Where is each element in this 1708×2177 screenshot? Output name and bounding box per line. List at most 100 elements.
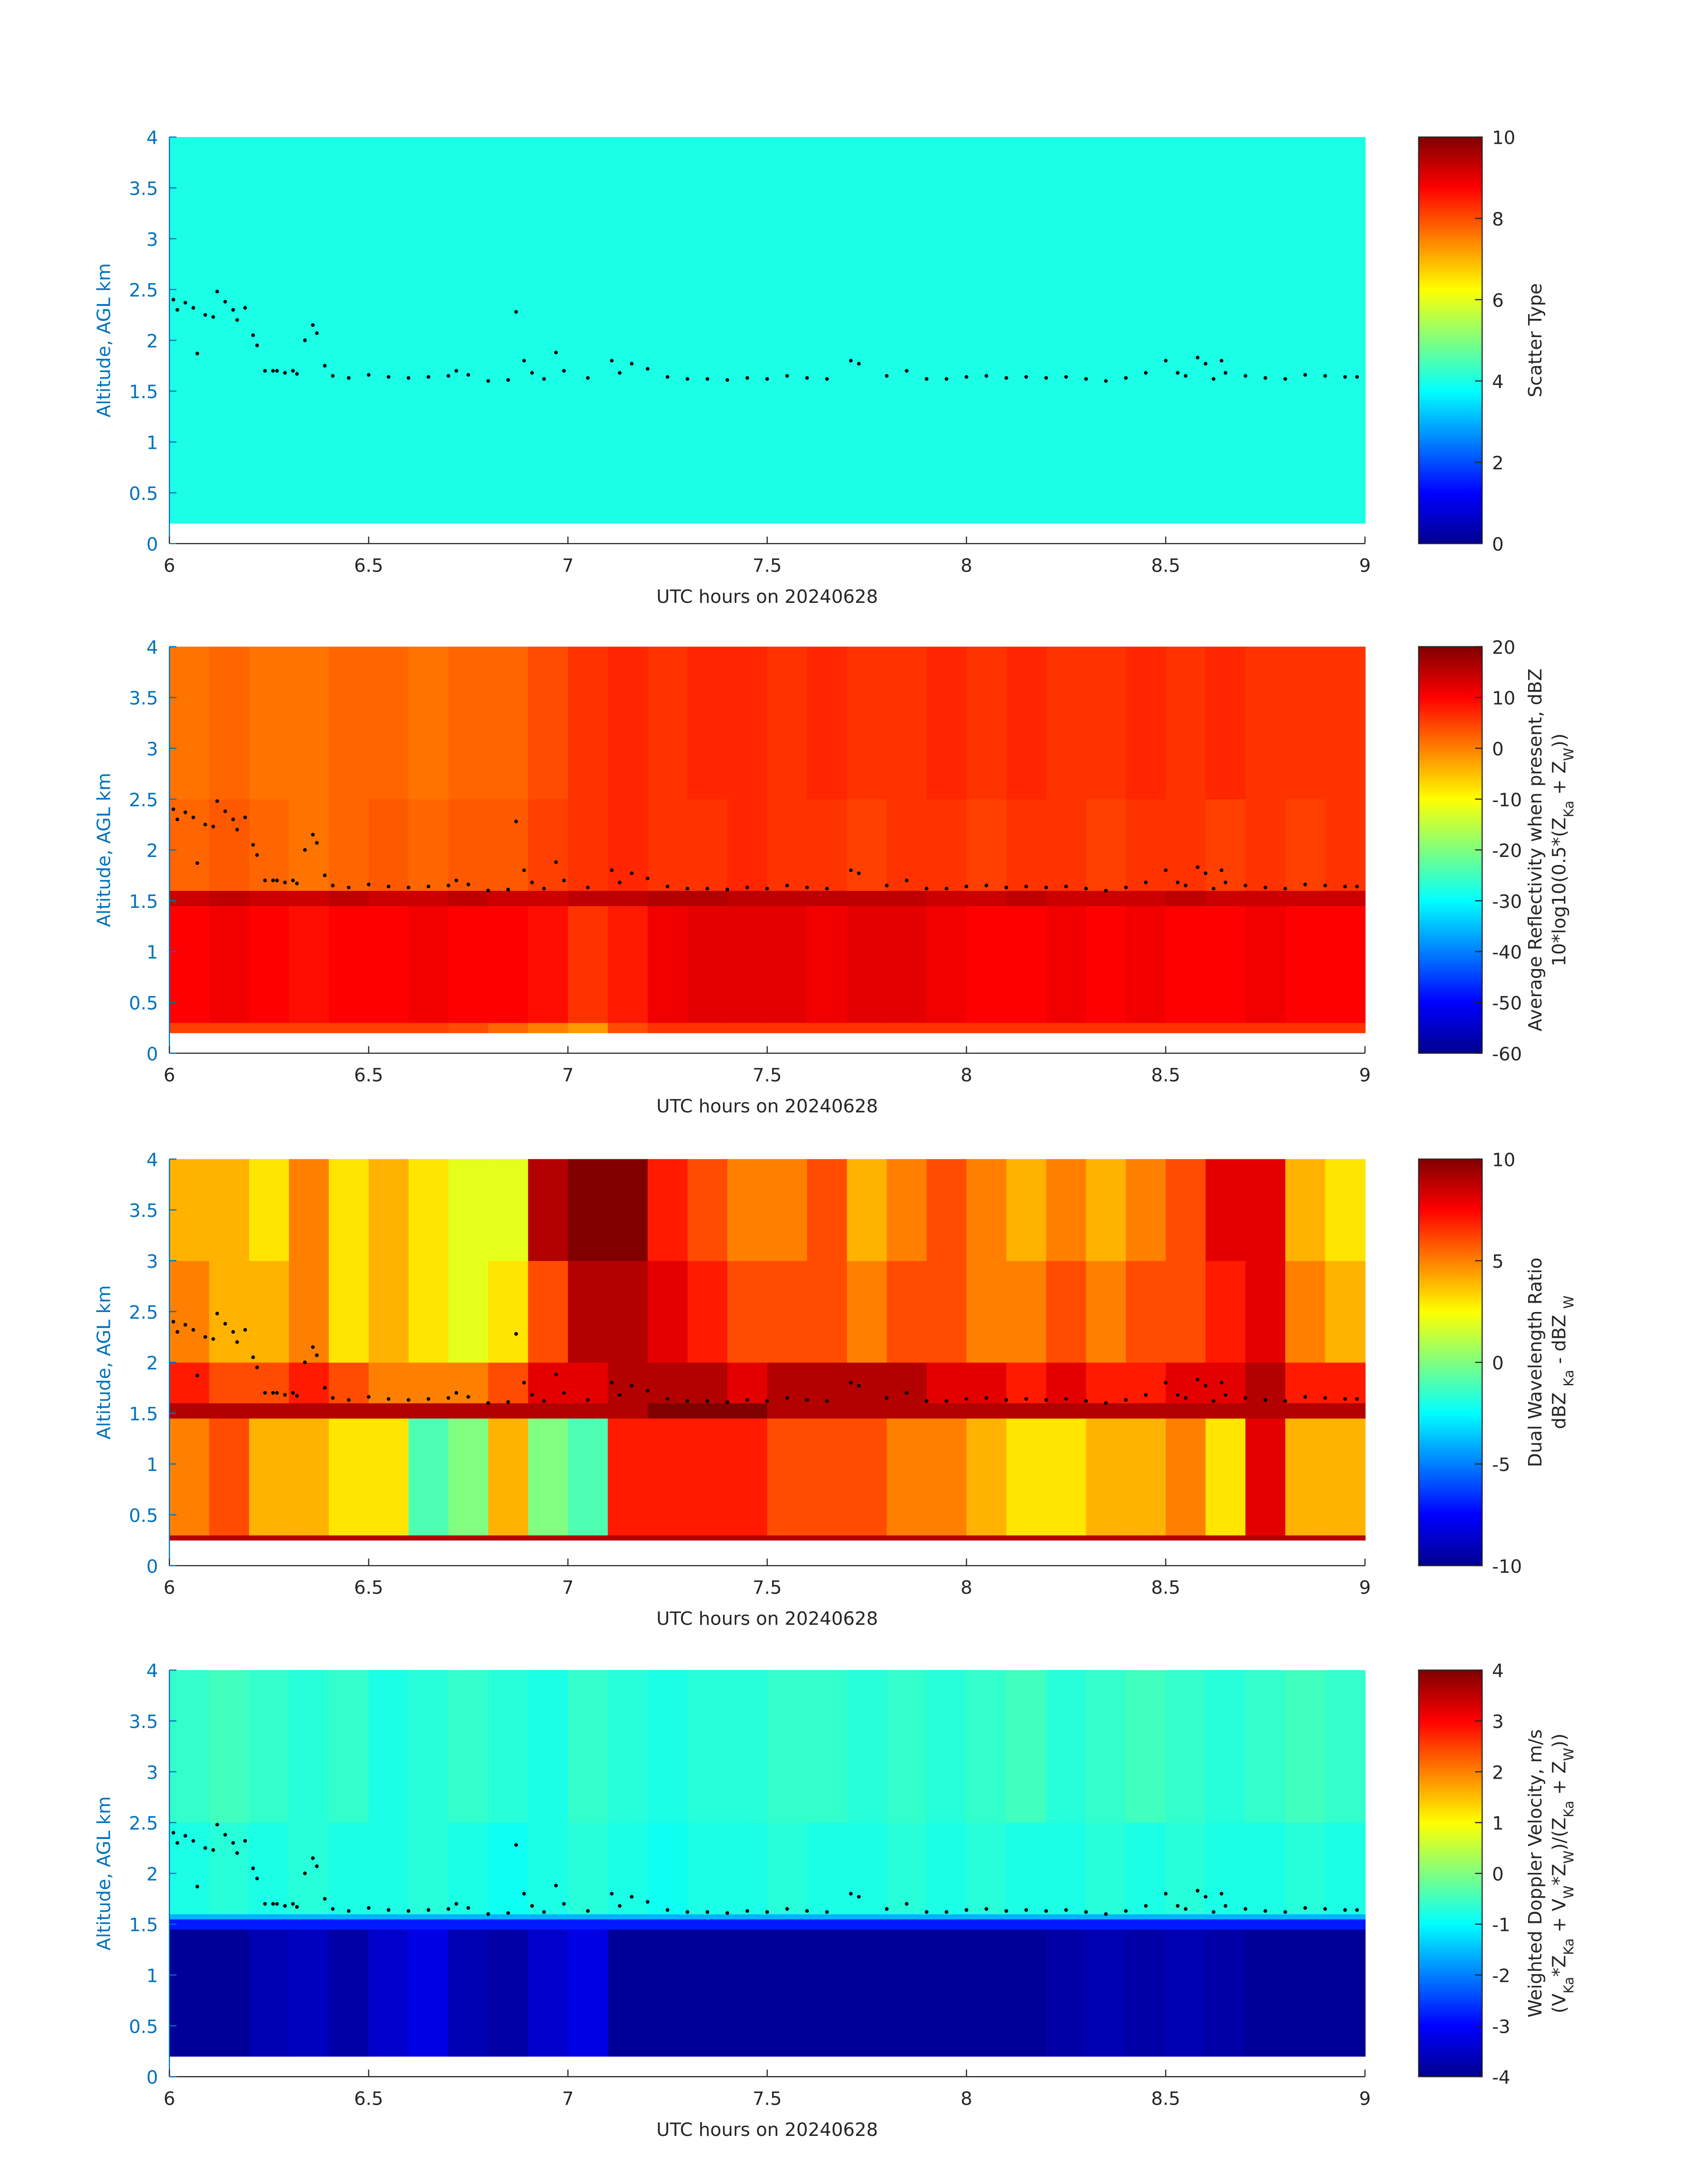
cloud-base-point (426, 375, 430, 379)
heatmap-cell (647, 1023, 688, 1033)
heatmap-cell (1245, 1929, 1286, 2057)
heatmap-cell (448, 647, 489, 800)
heatmap-cell (1046, 890, 1087, 907)
heatmap-cell (368, 890, 409, 907)
y-tick-label: 3 (146, 1251, 158, 1272)
heatmap-cell (448, 799, 489, 891)
heatmap-cell (647, 1403, 688, 1419)
cloud-base-point (291, 1902, 295, 1906)
heatmap-cell (886, 1261, 927, 1363)
cloud-base-point (706, 377, 710, 381)
cloud-base-point (486, 889, 490, 893)
cloud-base-point (646, 367, 650, 371)
y-tick-label: 0.5 (129, 483, 158, 504)
cloud-base-point (1044, 1909, 1048, 1913)
heatmap-cell (249, 1535, 290, 1541)
cloud-base-point (283, 1393, 287, 1397)
cloud-base-point (255, 1876, 259, 1880)
heatmap-cell (408, 1914, 449, 1920)
heatmap-cell (608, 1261, 648, 1363)
cloud-base-point (685, 886, 689, 890)
cloud-base-point (1104, 1912, 1108, 1916)
heatmap-cell (209, 1159, 250, 1261)
y-tick-label: 1 (146, 1454, 158, 1475)
cloud-base-point (311, 323, 315, 327)
heatmap-cell (1086, 1261, 1127, 1363)
heatmap-cell (329, 1403, 369, 1419)
heatmap-cell (1285, 1535, 1326, 1541)
heatmap-cell (608, 1929, 648, 2057)
heatmap-cell (289, 1403, 330, 1419)
heatmap-cell (608, 1023, 648, 1033)
heatmap-cell (568, 647, 609, 800)
heatmap-cell (886, 906, 927, 1023)
heatmap-cell (329, 1670, 369, 1823)
y-tick-label: 0 (146, 2067, 158, 2088)
cloud-base-point (1104, 379, 1108, 383)
cloud-base-point (446, 1396, 451, 1400)
cloud-base-point (924, 886, 929, 890)
cloud-base-point (1004, 886, 1008, 890)
heatmap-cell (1205, 799, 1246, 891)
heatmap-cell (687, 1159, 728, 1261)
heatmap-cell (1165, 1670, 1207, 1823)
heatmap-cell (966, 890, 1007, 907)
heatmap-cell (687, 1919, 728, 1930)
heatmap-cell (847, 1929, 888, 2057)
heatmap-cell (847, 1261, 888, 1363)
cloud-base-point (183, 301, 188, 305)
colorbar-label: Weighted Doppler Velocity, m/s (1524, 1729, 1546, 2018)
heatmap-cell (1325, 1535, 1366, 1541)
heatmap-cell (209, 1418, 250, 1536)
y-tick-label: 4 (146, 1660, 158, 1682)
cloud-base-point (1224, 880, 1228, 885)
cloud-base-point (1355, 885, 1359, 889)
heatmap-cell (1245, 1822, 1286, 1914)
heatmap-cell (927, 1418, 967, 1536)
cloud-base-point (303, 1871, 307, 1876)
cloud-base-point (367, 373, 371, 377)
cloud-base-point (1184, 883, 1188, 888)
heatmap-cell (927, 1919, 967, 1930)
heatmap-cell (289, 647, 330, 800)
heatmap-cell (1325, 1403, 1366, 1419)
cloud-base-point (303, 338, 307, 343)
y-tick-label: 2.5 (129, 1813, 158, 1834)
cloud-base-point (263, 1391, 267, 1395)
cloud-base-point (223, 300, 227, 304)
heatmap-cell (1205, 1822, 1246, 1914)
heatmap-cell (209, 1919, 250, 1930)
heatmap-cell (807, 647, 848, 800)
colorbar-tick-label: -40 (1492, 942, 1522, 963)
cloud-base-point (1104, 889, 1108, 893)
colorbar-label-part: Ka (1561, 1939, 1577, 1956)
cloud-base-point (466, 1395, 470, 1399)
colorbar (1418, 136, 1483, 544)
cloud-base-point (944, 1399, 948, 1403)
heatmap-cell (966, 799, 1007, 891)
heatmap-cell (1046, 1822, 1087, 1914)
heatmap-cell (209, 1023, 250, 1033)
cloud-base-point (618, 1904, 622, 1908)
cloud-base-point (530, 880, 534, 885)
cloud-base-point (924, 377, 929, 381)
heatmap-cell (249, 1418, 290, 1536)
heatmap-cell (727, 1919, 768, 1930)
cloud-base-point (805, 376, 809, 380)
heatmap-cell (368, 906, 409, 1023)
heatmap-cell (528, 1670, 569, 1823)
cloud-base-point (1283, 1910, 1287, 1914)
heatmap-cell (408, 1929, 449, 2057)
heatmap-cell (886, 1023, 927, 1033)
cloud-base-point (905, 369, 909, 373)
heatmap-cell (886, 1822, 927, 1914)
cloud-base-point (785, 1907, 789, 1911)
cloud-base-point (610, 1892, 614, 1896)
heatmap-cell (568, 1362, 609, 1404)
heatmap-cell (687, 647, 728, 800)
y-tick-label: 0 (146, 534, 158, 555)
heatmap-cell (807, 1919, 848, 1930)
cloud-base-point (1343, 1397, 1347, 1401)
heatmap-cell (608, 1362, 648, 1404)
cloud-base-point (646, 876, 650, 881)
